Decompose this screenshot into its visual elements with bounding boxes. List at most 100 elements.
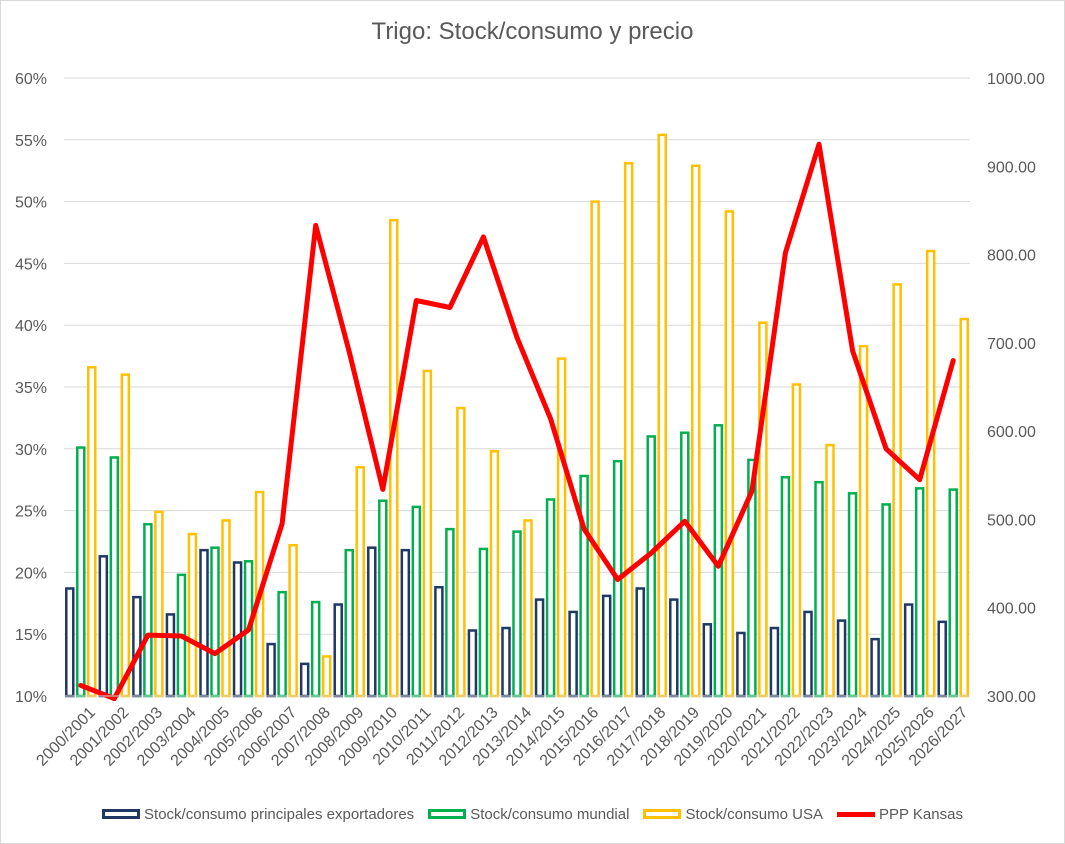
y-left-tick-label: 40% [15,318,47,335]
legend-label-ppp-kansas: PPP Kansas [879,805,963,823]
bar-usa [523,519,533,698]
bar-exporters [836,619,847,698]
legend-swatch-world [428,809,467,819]
y-right-tick-label: 500.00 [987,512,1036,529]
bar-usa [858,344,869,698]
bar-usa [456,406,466,698]
bar-usa [389,218,399,698]
legend-label-world: Stock/consumo mundial [470,805,630,823]
bar-usa [187,532,198,698]
bar-world [579,474,589,698]
y-right-tick-label: 800.00 [987,248,1036,265]
bar-exporters [568,610,578,698]
bar-world [847,492,858,698]
y-left-tick-label: 10% [15,689,47,706]
legend-item-ppp-kansas: PPP Kansas [837,806,963,823]
bar-usa [321,655,332,698]
bar-world [109,456,120,698]
y-left-tick-label: 45% [15,256,47,273]
bar-world [310,600,321,698]
bar-exporters [400,548,411,698]
bar-world [445,527,455,698]
bar-world [914,487,925,698]
bar-exporters [367,546,377,698]
y-left-tick-label: 30% [15,442,47,459]
bar-world [814,480,824,698]
bar-usa [288,543,298,698]
bar-exporters [702,623,713,698]
bar-world [545,498,556,698]
y-left-tick-label: 35% [15,380,47,397]
bar-exporters [937,620,947,698]
bar-usa [691,164,701,698]
y-right-tick-label: 300.00 [987,689,1036,706]
y-left-tick-label: 25% [15,504,47,521]
bar-world [210,546,220,698]
bar-usa [791,383,802,698]
bar-world [378,499,388,698]
bar-world [478,547,489,698]
bar-usa [355,466,365,698]
bar-exporters [635,587,645,698]
bar-world [143,522,153,698]
bar-usa [221,519,231,698]
bar-usa [590,200,600,698]
bar-world [76,446,86,698]
bar-exporters [534,598,545,698]
y-left-tick-label: 55% [15,133,47,150]
bar-usa [959,317,969,698]
bar-usa [422,369,433,698]
bar-world [881,503,891,698]
y-right-tick-label: 700.00 [987,336,1036,353]
bar-exporters [333,603,343,698]
y-left-tick-label: 20% [15,565,47,582]
legend-swatch-usa [643,809,682,819]
bar-world [512,530,522,698]
bar-world [646,435,656,698]
bar-exporters [98,555,109,698]
bar-usa [657,133,667,698]
ppp-kansas-line [78,141,956,702]
y-left-tick-label: 15% [15,627,47,644]
bar-world [948,488,958,698]
y-right-tick-label: 600.00 [987,424,1036,441]
y-right-tick-label: 1000.00 [987,71,1045,88]
bar-exporters [601,594,612,698]
legend-swatch-exporters [102,809,141,819]
bar-world [680,431,690,698]
bar-world [780,475,791,698]
bar-usa [623,162,634,698]
bar-usa [556,357,567,698]
bar-usa [825,443,835,698]
bar-exporters [266,642,276,698]
bar-exporters [870,637,880,698]
y-left-tick-label: 50% [15,195,47,212]
bar-usa [489,450,500,698]
legend-item-exporters: Stock/consumo principales exportadores [102,806,414,823]
bar-exporters [65,587,75,698]
legend-label-exporters: Stock/consumo principales exportadores [144,805,415,823]
chart-legend: Stock/consumo principales exportadores S… [0,802,1065,826]
bar-exporters [736,631,746,698]
bar-exporters [165,613,176,698]
legend-item-world: Stock/consumo mundial [428,806,629,823]
bar-exporters [769,626,780,698]
bar-usa [892,283,902,698]
bar-exporters [232,561,243,698]
bar-world [277,590,287,698]
bar-exporters [669,598,679,698]
bar-exporters [903,603,914,698]
bar-world [344,548,354,698]
bar-world [411,505,422,698]
chart-title: Trigo: Stock/consumo y precio [371,18,694,45]
bar-usa [120,373,131,698]
bar-exporters [434,585,444,698]
y-right-tick-label: 900.00 [987,159,1036,176]
bar-exporters [299,662,310,698]
bar-exporters [501,626,511,698]
bar-exporters [803,610,813,698]
bar-usa [925,249,936,698]
y-right-tick-label: 400.00 [987,601,1036,618]
